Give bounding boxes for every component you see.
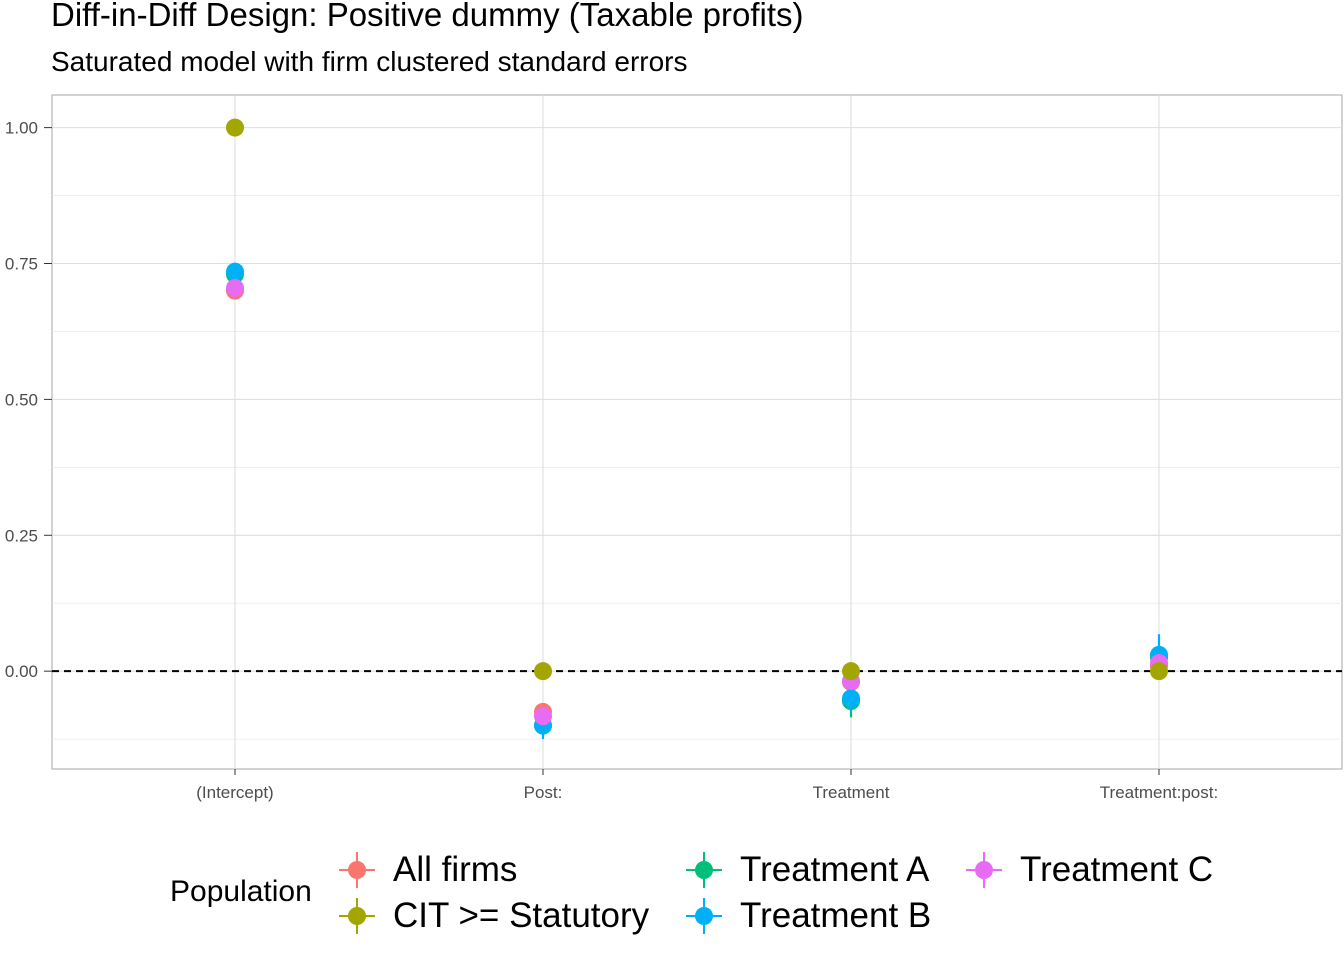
legend-label: CIT >= Statutory	[393, 896, 650, 935]
point-cit-statutory	[842, 662, 860, 681]
y-tick-label: 0.00	[5, 662, 38, 681]
legend-item-cit-statutory: CIT >= Statutory	[335, 894, 649, 938]
point-treatment-c	[226, 278, 244, 297]
x-tick-label: Treatment	[813, 783, 890, 802]
point-treatment-b	[226, 262, 244, 281]
point-cit-statutory	[226, 118, 244, 137]
y-tick-label: 0.50	[5, 390, 38, 409]
data-points	[226, 118, 1168, 740]
point-treatment-b	[842, 689, 860, 708]
legend-label: All firms	[393, 850, 518, 889]
legend-label: Treatment C	[1020, 850, 1214, 889]
x-axis-ticks: (Intercept) Post: Treatment Treatment:post:	[196, 769, 1218, 802]
legend-item-treatment-b: Treatment B	[682, 894, 931, 938]
legend-key-icon	[682, 848, 726, 892]
point-cit-statutory	[1150, 662, 1168, 681]
legend-key-icon	[962, 848, 1006, 892]
y-tick-label: 1.00	[5, 119, 38, 138]
x-tick-label: Post:	[524, 783, 563, 802]
x-tick-label: (Intercept)	[196, 783, 273, 802]
legend-key-icon	[335, 894, 379, 938]
y-tick-label: 0.25	[5, 526, 38, 545]
chart-title: Diff-in-Diff Design: Positive dummy (Tax…	[51, 0, 804, 33]
y-axis-ticks: 0.00 0.25 0.50 0.75 1.00	[5, 119, 52, 681]
gridlines	[52, 95, 1342, 769]
y-tick-label: 0.75	[5, 255, 38, 274]
chart-subtitle: Saturated model with firm clustered stan…	[51, 46, 688, 77]
point-cit-statutory	[534, 662, 552, 681]
x-tick-label: Treatment:post:	[1100, 783, 1218, 802]
plot-panel	[51, 94, 1343, 770]
point-treatment-c	[534, 707, 552, 726]
legend-item-treatment-a: Treatment A	[682, 848, 929, 892]
legend-item-all-firms: All firms	[335, 848, 517, 892]
legend-key-icon	[682, 894, 726, 938]
legend-label: Treatment B	[740, 896, 932, 935]
legend-label: Treatment A	[740, 850, 930, 889]
legend-key-icon	[335, 848, 379, 892]
legend-item-treatment-c: Treatment C	[962, 848, 1213, 892]
legend-title: Population	[170, 875, 312, 908]
